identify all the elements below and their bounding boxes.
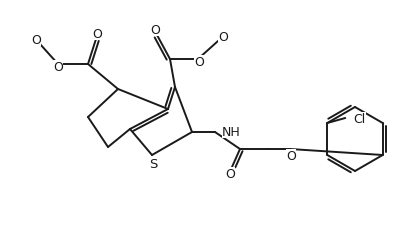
Text: O: O [218, 30, 228, 43]
Text: Cl: Cl [353, 112, 365, 125]
Text: O: O [53, 60, 63, 73]
Text: O: O [286, 149, 296, 162]
Text: O: O [92, 27, 102, 40]
Text: O: O [150, 23, 160, 36]
Text: O: O [225, 167, 235, 180]
Text: NH: NH [222, 125, 241, 138]
Text: O: O [31, 33, 41, 46]
Text: O: O [194, 55, 204, 68]
Text: S: S [149, 157, 157, 170]
